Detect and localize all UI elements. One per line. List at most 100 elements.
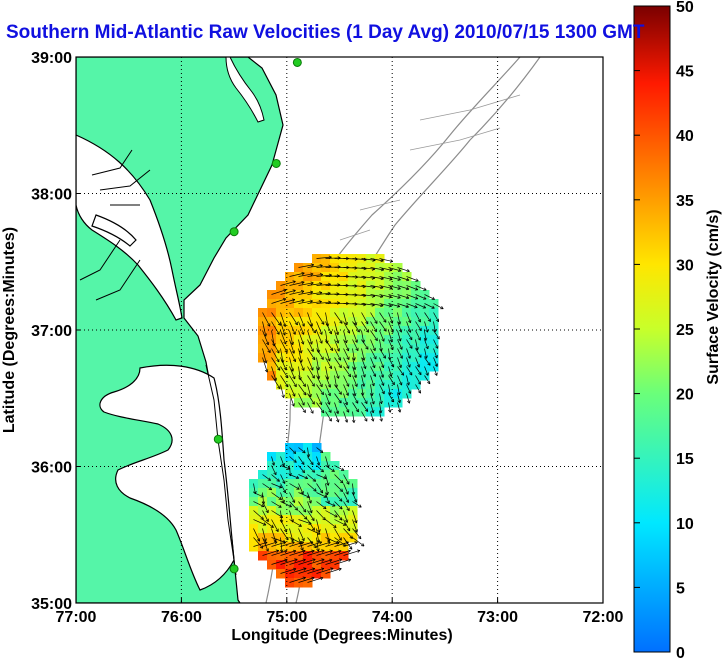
velocity-arrow-head (276, 550, 280, 553)
y-tick-label: 38:00 (31, 187, 72, 204)
velocity-arrow (271, 559, 288, 565)
velocity-arrow (325, 528, 330, 542)
velocity-arrow-head (380, 287, 384, 290)
velocity-arrow-head (383, 320, 387, 323)
velocity-arrow (289, 465, 291, 476)
velocity-arrow-head (327, 323, 330, 327)
velocity-arrow (352, 501, 362, 508)
velocity-arrow-head (427, 382, 431, 385)
velocity-arrow (307, 519, 315, 531)
velocity-arrow (289, 559, 306, 565)
velocity-arrow (298, 568, 315, 574)
station-marker (213, 434, 223, 444)
velocity-arrow (388, 366, 392, 377)
velocity-arrow-head (293, 568, 297, 572)
velocity-arrow (271, 541, 286, 547)
velocity-arrow (280, 321, 286, 336)
velocity-arrow (280, 492, 285, 504)
velocity-arrow-head (298, 377, 301, 381)
velocity-arrow-head (301, 332, 304, 335)
velocity-arrow-head (302, 510, 306, 513)
velocity-arrow-head (408, 382, 410, 386)
velocity-arrow (307, 301, 322, 304)
velocity-arrow (289, 281, 305, 286)
velocity-arrow-head (346, 402, 349, 406)
velocity-arrow (253, 510, 264, 520)
velocity-arrow-head (328, 331, 332, 335)
velocity-arrow (370, 330, 378, 341)
velocity-arrow (424, 375, 431, 385)
velocity-arrow (298, 375, 306, 387)
velocity-arrow (307, 348, 316, 361)
velocity-arrow (343, 321, 351, 334)
velocity-arrow-head (277, 387, 281, 390)
velocity-arrow-head (281, 500, 285, 504)
velocity-arrow-head (371, 277, 375, 280)
velocity-arrow-head (405, 288, 409, 291)
colorbar-tick-label: 20 (676, 387, 694, 404)
velocity-arrow-head (302, 452, 306, 454)
velocity-arrow (280, 537, 283, 553)
velocity-arrow (343, 474, 350, 485)
velocity-arrow-head (327, 402, 330, 405)
bay-tributaries (79, 149, 151, 301)
velocity-arrow (406, 285, 418, 291)
velocity-arrow-head (372, 348, 376, 352)
velocity-arrow-head (349, 547, 353, 550)
velocity-arrow-head (397, 288, 401, 290)
velocity-arrow (388, 276, 401, 281)
velocity-arrow-head (388, 296, 392, 299)
velocity-arrow-head (351, 420, 355, 423)
velocity-arrow-head (389, 286, 393, 289)
velocity-arrow-head (292, 341, 294, 345)
velocity-arrow-head (353, 375, 357, 378)
velocity-arrow-head (346, 519, 349, 523)
velocity-arrow-head (283, 541, 286, 545)
velocity-arrow (289, 456, 297, 463)
velocity-arrow (334, 510, 343, 521)
velocity-arrow-head (275, 549, 279, 551)
velocity-arrow-head (284, 558, 288, 560)
velocity-arrow (433, 339, 439, 349)
velocity-arrow-head (308, 394, 312, 398)
velocity-arrow (280, 541, 295, 547)
velocity-arrow-head (302, 410, 306, 413)
velocity-arrow-head (355, 541, 358, 545)
velocity-arrow (415, 366, 422, 375)
velocity-arrow (334, 366, 340, 379)
velocity-arrow (415, 348, 422, 358)
velocity-arrow-head (281, 463, 285, 467)
velocity-arrow-head (353, 322, 357, 326)
velocity-arrow-head (329, 348, 333, 351)
velocity-arrow-head (301, 359, 303, 363)
velocity-arrow (298, 541, 314, 547)
station-marker (292, 57, 302, 67)
velocity-arrow (334, 402, 339, 414)
velocity-arrow-head (292, 359, 296, 362)
velocity-arrow-head (337, 358, 341, 361)
velocity-arrow (352, 285, 366, 288)
velocity-arrow-head (311, 567, 315, 569)
velocity-arrow (406, 276, 419, 282)
velocity-arrow (334, 519, 347, 526)
velocity-arrow-head (284, 559, 288, 563)
velocity-arrow-head (344, 340, 347, 344)
velocity-arrow (334, 312, 343, 324)
velocity-arrow-head (436, 337, 440, 340)
velocity-arrow (298, 321, 305, 335)
velocity-arrow (316, 447, 324, 453)
velocity-arrow-head (418, 373, 422, 376)
velocity-arrow (415, 339, 418, 351)
velocity-arrow-head (284, 332, 286, 336)
velocity-arrow-head (311, 376, 315, 379)
velocity-arrow-head (389, 279, 393, 281)
velocity-arrow (352, 528, 362, 540)
velocity-arrow (415, 321, 422, 331)
velocity-arrow (316, 384, 324, 395)
y-tick-label: 39:00 (31, 50, 72, 67)
velocity-arrow-head (362, 286, 366, 289)
velocity-arrow-head (381, 418, 383, 422)
y-axis-label: Latitude (Degrees:Minutes) (1, 227, 18, 433)
velocity-arrow-head (275, 377, 277, 381)
